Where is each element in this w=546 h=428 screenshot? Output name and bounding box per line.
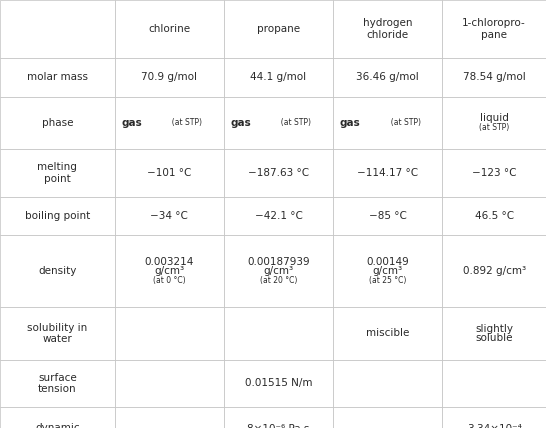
Bar (442, 58, 546, 97)
Text: (at STP): (at STP) (479, 123, 509, 132)
Bar (115, 235, 224, 307)
Bar (333, 58, 442, 97)
Text: molar mass: molar mass (27, 72, 88, 83)
Bar (0, 235, 115, 307)
Bar (0, 149, 115, 197)
Bar (333, 0, 442, 58)
Bar (115, 97, 224, 149)
Bar (0, 197, 115, 235)
Text: 70.9 g/mol: 70.9 g/mol (141, 72, 197, 83)
Text: g/cm³: g/cm³ (372, 266, 403, 276)
Bar (115, 360, 224, 407)
Bar (115, 0, 224, 58)
Text: 44.1 g/mol: 44.1 g/mol (251, 72, 306, 83)
Text: 46.5 °C: 46.5 °C (474, 211, 514, 221)
Bar (224, 407, 333, 428)
Bar (333, 360, 442, 407)
Text: surface
tension: surface tension (38, 373, 76, 394)
Bar (115, 307, 224, 360)
Text: g/cm³: g/cm³ (154, 266, 185, 276)
Text: gas: gas (340, 118, 360, 128)
Bar (224, 307, 333, 360)
Bar (115, 407, 224, 428)
Bar (224, 197, 333, 235)
Text: (at STP): (at STP) (385, 118, 420, 128)
Bar (442, 149, 546, 197)
Bar (0, 58, 115, 97)
Text: 3.34×10⁻⁴: 3.34×10⁻⁴ (467, 424, 521, 428)
Text: gas: gas (121, 118, 142, 128)
Bar (224, 360, 333, 407)
Bar (0, 97, 115, 149)
Text: (at STP): (at STP) (276, 118, 311, 128)
Text: melting
point: melting point (37, 162, 78, 184)
Text: (at 25 °C): (at 25 °C) (369, 276, 406, 285)
Bar (442, 407, 546, 428)
Bar (442, 307, 546, 360)
Bar (224, 149, 333, 197)
Text: 0.01515 N/m: 0.01515 N/m (245, 378, 312, 389)
Text: soluble: soluble (476, 333, 513, 343)
Text: phase: phase (41, 118, 73, 128)
Text: dynamic
viscosity: dynamic viscosity (34, 423, 80, 428)
Bar (333, 235, 442, 307)
Bar (115, 149, 224, 197)
Bar (442, 235, 546, 307)
Text: g/cm³: g/cm³ (263, 266, 294, 276)
Text: 0.00149: 0.00149 (366, 257, 409, 267)
Text: density: density (38, 266, 76, 276)
Text: gas: gas (230, 118, 251, 128)
Bar (224, 235, 333, 307)
Bar (442, 360, 546, 407)
Text: 0.892 g/cm³: 0.892 g/cm³ (462, 266, 526, 276)
Bar (333, 407, 442, 428)
Bar (333, 197, 442, 235)
Text: (at 0 °C): (at 0 °C) (153, 276, 186, 285)
Text: 36.46 g/mol: 36.46 g/mol (357, 72, 419, 83)
Bar (333, 149, 442, 197)
Text: −187.63 °C: −187.63 °C (248, 168, 309, 178)
Text: 0.00187939: 0.00187939 (247, 257, 310, 267)
Text: −101 °C: −101 °C (147, 168, 192, 178)
Bar (115, 58, 224, 97)
Bar (0, 360, 115, 407)
Bar (224, 58, 333, 97)
Text: chlorine: chlorine (148, 24, 191, 34)
Text: −42.1 °C: −42.1 °C (254, 211, 302, 221)
Bar (442, 197, 546, 235)
Text: boiling point: boiling point (25, 211, 90, 221)
Text: miscible: miscible (366, 328, 410, 339)
Text: hydrogen
chloride: hydrogen chloride (363, 18, 412, 40)
Bar (0, 0, 115, 58)
Text: 0.003214: 0.003214 (145, 257, 194, 267)
Bar (224, 0, 333, 58)
Text: −34 °C: −34 °C (150, 211, 188, 221)
Text: liquid: liquid (480, 113, 508, 123)
Text: solubility in
water: solubility in water (27, 323, 87, 344)
Text: 1-chloropro-
pane: 1-chloropro- pane (462, 18, 526, 40)
Bar (442, 97, 546, 149)
Bar (224, 97, 333, 149)
Text: 8×10⁻⁶ Pa s: 8×10⁻⁶ Pa s (247, 424, 310, 428)
Text: −114.17 °C: −114.17 °C (357, 168, 418, 178)
Bar (0, 407, 115, 428)
Bar (333, 307, 442, 360)
Bar (115, 197, 224, 235)
Bar (333, 97, 442, 149)
Text: −85 °C: −85 °C (369, 211, 407, 221)
Bar (442, 0, 546, 58)
Text: −123 °C: −123 °C (472, 168, 517, 178)
Text: (at STP): (at STP) (167, 118, 202, 128)
Text: (at 20 °C): (at 20 °C) (260, 276, 297, 285)
Text: 78.54 g/mol: 78.54 g/mol (463, 72, 525, 83)
Bar (0, 307, 115, 360)
Text: slightly: slightly (475, 324, 513, 334)
Text: propane: propane (257, 24, 300, 34)
